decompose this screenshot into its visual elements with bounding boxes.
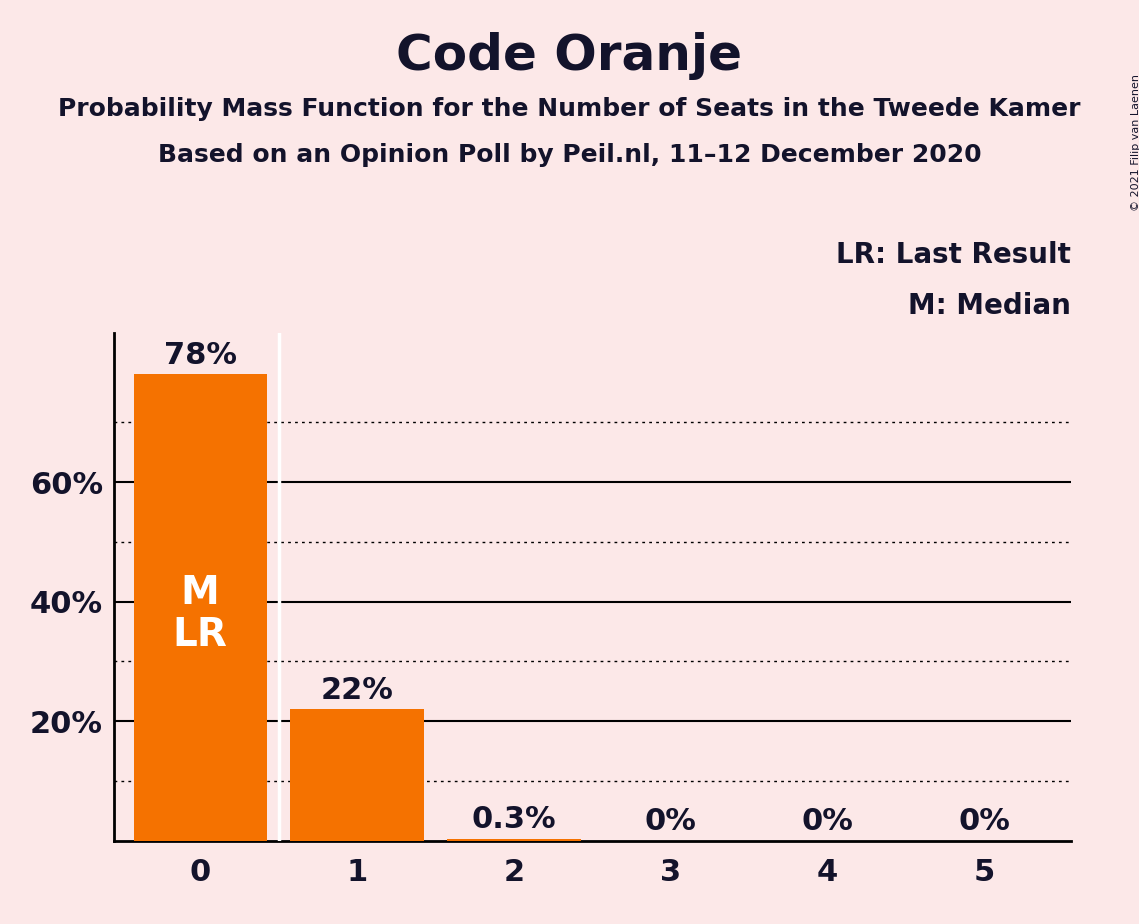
Text: 0%: 0% xyxy=(645,807,697,836)
Text: M: M xyxy=(181,574,220,612)
Text: M: Median: M: Median xyxy=(908,292,1071,320)
Bar xyxy=(290,710,424,841)
Text: LR: LR xyxy=(173,615,228,653)
Text: 78%: 78% xyxy=(164,341,237,370)
Text: 0%: 0% xyxy=(802,807,853,836)
Bar xyxy=(133,374,267,841)
Text: 0%: 0% xyxy=(958,807,1010,836)
Bar xyxy=(448,839,581,841)
Text: 0.3%: 0.3% xyxy=(472,805,556,834)
Text: Probability Mass Function for the Number of Seats in the Tweede Kamer: Probability Mass Function for the Number… xyxy=(58,97,1081,121)
Text: LR: Last Result: LR: Last Result xyxy=(836,241,1071,269)
Text: Based on an Opinion Poll by Peil.nl, 11–12 December 2020: Based on an Opinion Poll by Peil.nl, 11–… xyxy=(157,143,982,167)
Text: Code Oranje: Code Oranje xyxy=(396,32,743,80)
Text: 22%: 22% xyxy=(320,675,393,704)
Text: © 2021 Filip van Laenen: © 2021 Filip van Laenen xyxy=(1131,74,1139,211)
